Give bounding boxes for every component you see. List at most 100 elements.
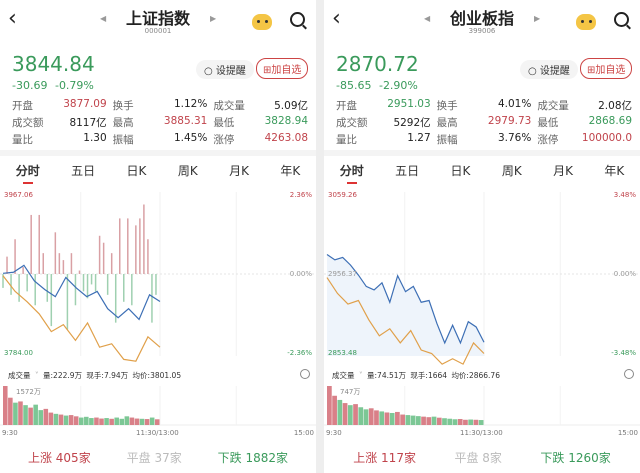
volume-bar [389,412,395,425]
tab-3[interactable]: 周K [501,164,522,178]
next-index-icon[interactable]: ▶ [210,14,217,23]
add-watchlist-button[interactable]: ⊞加自选 [256,58,309,79]
tab-1[interactable]: 五日 [395,164,420,178]
axis-mid-price: 2956.37 [328,270,357,278]
stat-value: 4.01% [497,98,532,110]
axis-bottom-price: 2853.48 [328,349,357,357]
stat-cell: 振幅 3.76% [437,132,532,147]
stat-value: 3885.31 [163,115,208,127]
stat-value: 2979.73 [487,115,532,127]
time-close: 15:00 [293,429,314,437]
volume-selector[interactable]: 成交量 [332,371,355,380]
page-title: 上证指数 [125,9,190,28]
stats-row: 量比 1.30 振幅 1.45% 涨停 4263.08 [12,131,308,148]
volume-selector[interactable]: 成交量 [8,371,31,380]
volume-bar [3,386,8,425]
volume-bar [468,419,474,425]
volume-bar [8,397,13,425]
index-code: 399006 [468,27,496,35]
stat-label: 换手 [112,100,134,112]
settings-icon[interactable] [300,369,310,379]
stat-value: 2868.69 [588,115,633,127]
current-price: 2870.72 [336,52,419,76]
change-value: -85.65 [336,79,372,92]
volume-bar [384,412,390,425]
tab-1[interactable]: 五日 [71,164,96,178]
axis-top-pct: 3.48% [614,191,637,199]
volume-value: 量:222.9万 [43,371,83,380]
settings-icon[interactable] [624,369,634,379]
volume-bar [410,415,416,425]
price-change: -85.65 -2.90% [336,79,418,92]
volume-bar [99,418,104,425]
time-midday: 11:30/13:00 [460,429,503,437]
back-icon[interactable]: ‹ [332,6,341,31]
time-open: 9:30 [326,429,342,437]
intraday-chart[interactable]: 3059.26 2853.48 2956.37 3.48% 0.00% -3.48% 747… [324,0,640,473]
page-title: 创业板指 [449,9,514,28]
time-midday: 11:30/13:00 [136,429,179,437]
volume-bar [23,405,28,425]
axis-mid-pct: 0.00% [614,270,637,278]
volume-bar [124,416,130,425]
tab-5[interactable]: 年K [280,164,301,178]
add-watchlist-button[interactable]: ⊞加自选 [580,58,633,79]
search-icon[interactable] [614,12,629,27]
period-tabs: 分时 五日 日K 周K 月K 年K [0,162,316,184]
stat-value: 5292亿 [393,117,431,129]
tab-2[interactable]: 日K [450,164,471,178]
stats-row: 开盘 2951.03 换手 4.01% 成交量 2.08亿 [336,97,632,114]
volume-bar [89,418,94,425]
search-icon[interactable] [290,12,305,27]
volume-bar [84,416,89,425]
advancers: 上涨 117家 [353,451,416,465]
back-icon[interactable]: ‹ [8,6,17,31]
volume-header: 成交量 ˅ 量:222.9万 现手:7.94万 均价:3801.05 [8,371,182,380]
stat-cell: 开盘 2951.03 [336,98,431,113]
next-index-icon[interactable]: ▶ [534,14,541,23]
stat-cell: 涨停 100000.0 [537,132,632,147]
set-alert-label: 设提醒 [215,66,246,77]
volume-bar [353,404,358,425]
index-code: 000001 [144,27,172,35]
volume-bar [38,410,44,425]
stats-row: 开盘 3877.09 换手 1.12% 成交量 5.09亿 [12,97,308,114]
volume-bar [73,416,79,425]
tab-5[interactable]: 年K [604,164,625,178]
stat-label: 最低 [213,117,235,129]
volume-bar [13,402,18,425]
stat-cell: 涨停 4263.08 [213,132,308,147]
unchanged: 平盘 8家 [454,451,502,465]
stat-label: 成交量 [537,100,569,112]
set-alert-label: 设提醒 [539,66,570,77]
stat-value: 1.12% [173,98,208,110]
set-alert-button[interactable]: ○ 设提醒 [196,60,254,79]
add-watchlist-label: 加自选 [595,65,626,76]
axis-top-price: 3059.26 [328,191,357,199]
prev-index-icon[interactable]: ◀ [424,14,431,23]
prev-index-icon[interactable]: ◀ [100,14,107,23]
mascot-icon[interactable] [252,14,272,30]
tab-3[interactable]: 周K [177,164,198,178]
tab-2[interactable]: 日K [126,164,147,178]
volume-bar [58,414,64,425]
set-alert-button[interactable]: ○ 设提醒 [520,60,578,79]
advancers: 上涨 405家 [27,451,91,465]
volume-bar [347,405,353,425]
mascot-icon[interactable] [576,14,596,30]
price-area [327,254,484,356]
tab-4[interactable]: 月K [553,164,573,178]
stat-label: 量比 [336,134,357,146]
tab-0[interactable]: 分时 [339,164,364,184]
volume-bar [114,417,119,425]
intraday-chart[interactable]: 3967.06 3784.00 2.36% 0.00% -2.36% 1572万 [0,0,316,473]
tab-0[interactable]: 分时 [15,164,40,184]
decliners: 下跌 1260家 [540,451,611,465]
axis-mid-pct: 0.00% [290,270,313,278]
tab-4[interactable]: 月K [229,164,249,178]
volume-bar [342,403,348,425]
bell-icon: ○ [204,66,213,77]
volume-bar [452,419,458,425]
add-watchlist-label: 加自选 [271,65,302,76]
stat-cell: 最低 2868.69 [537,115,632,130]
